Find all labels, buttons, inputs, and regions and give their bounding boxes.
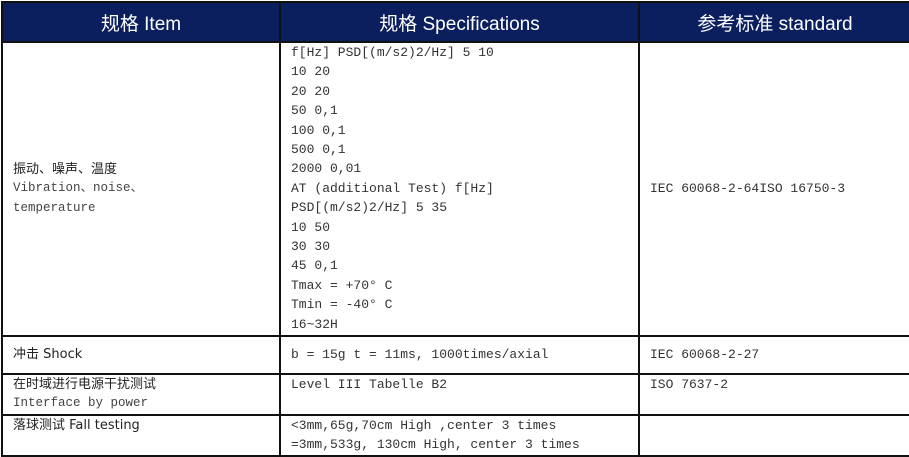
spec-line: b = 15g t = 11ms, 1000times/axial	[291, 347, 549, 363]
table-row: 落球测试 Fall testing <3mm,65g,70cm High ,ce…	[1, 413, 909, 457]
spec-line: 30 30	[291, 239, 331, 255]
header-row: 规格 Item 规格 Specifications 参考标准 standard	[1, 1, 909, 43]
spec-line: 2000 0,01	[291, 161, 362, 177]
item-cell: 冲击 Shock	[1, 335, 281, 375]
spec-line: Level III Tabelle B2	[291, 377, 448, 392]
standard-cell: ISO 7637-2	[638, 373, 909, 416]
item-en: temperature	[13, 200, 96, 215]
spec-line: PSD[(m/s2)2/Hz] 5 35	[291, 200, 448, 216]
spec-line: Tmax = +70° C	[291, 277, 393, 293]
spec-line: AT (additional Test) f[Hz]	[291, 180, 494, 196]
header-standard: 参考标准 standard	[638, 1, 909, 43]
spec-line: 45 0,1	[291, 258, 338, 274]
spec-line: 10 50	[291, 219, 331, 235]
table-row: 振动、噪声、温度 Vibration、noise、 temperature f[…	[1, 41, 909, 337]
item-en: Vibration、noise、	[13, 181, 144, 196]
spec-cell: Level III Tabelle B2	[279, 373, 640, 416]
spec-line: 20 20	[291, 83, 331, 99]
standard-cell	[638, 413, 909, 457]
spec-cell: f[Hz] PSD[(m/s2)2/Hz] 5 10 10 20 20 20 5…	[279, 41, 640, 337]
table-row: 冲击 Shock b = 15g t = 11ms, 1000times/axi…	[1, 335, 909, 375]
spec-line: =3mm,533g, 130cm High, center 3 times	[291, 437, 580, 453]
spec-cell: <3mm,65g,70cm High ,center 3 times =3mm,…	[279, 413, 640, 457]
item-zh: 在时域进行电源干扰测试	[13, 377, 157, 392]
spec-cell: b = 15g t = 11ms, 1000times/axial	[279, 335, 640, 375]
table-row: 在时域进行电源干扰测试 Interface by power Level III…	[1, 373, 909, 416]
item-zh: 振动、噪声、温度	[13, 161, 118, 177]
item-cell: 在时域进行电源干扰测试 Interface by power	[1, 373, 281, 416]
item-en: Interface by power	[13, 396, 149, 411]
header-item: 规格 Item	[1, 1, 281, 43]
spec-line: 10 20	[291, 64, 331, 80]
spec-line: 50 0,1	[291, 103, 338, 119]
item-zh: 冲击 Shock	[13, 347, 83, 363]
item-cell: 落球测试 Fall testing	[1, 413, 281, 457]
spec-line: Tmin = -40° C	[291, 297, 393, 313]
standard-cell: IEC 60068-2-64ISO 16750-3	[638, 41, 909, 337]
header-specifications: 规格 Specifications	[279, 1, 640, 43]
spec-line: <3mm,65g,70cm High ,center 3 times	[291, 417, 557, 433]
standard-cell: IEC 60068-2-27	[638, 335, 909, 375]
item-zh: 落球测试 Fall testing	[13, 417, 140, 433]
spec-line: 16~32H	[291, 316, 338, 332]
item-cell: 振动、噪声、温度 Vibration、noise、 temperature	[1, 41, 281, 337]
spec-line: f[Hz] PSD[(m/s2)2/Hz] 5 10	[291, 45, 494, 60]
spec-line: 100 0,1	[291, 122, 346, 138]
spec-line: 500 0,1	[291, 142, 346, 158]
